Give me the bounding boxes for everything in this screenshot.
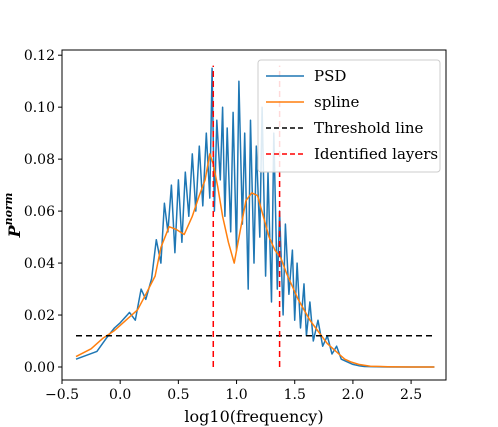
x-tick-label: −0.5: [45, 387, 79, 403]
ticks-layer: −0.5 0.0 0.5 1.0 1.5 2.0 2.5 0.00 0.02 0.04 0.06 0.…: [24, 48, 422, 403]
x-tick-label: 0.5: [167, 387, 189, 403]
legend-box: [257, 59, 441, 173]
legend-label: Threshold line: [314, 119, 424, 137]
x-tick-label: 2.0: [342, 387, 364, 403]
y-axis-label: Pnorm: [2, 193, 24, 239]
y-tick-label: 0.10: [24, 100, 55, 116]
series-layer: [75, 65, 435, 368]
y-tick-label: 0.12: [24, 48, 55, 64]
y-tick-label: 0.04: [24, 256, 55, 272]
y-tick-label: 0.08: [24, 152, 55, 168]
legend-label: PSD: [314, 67, 346, 85]
y-axis-label-sup: norm: [2, 193, 15, 226]
x-tick-label: 2.5: [400, 387, 422, 403]
legend-label: Identified layers: [314, 145, 438, 163]
legend-label: spline: [314, 93, 360, 111]
y-tick-label: 0.02: [24, 308, 55, 324]
spline-series: [75, 153, 435, 368]
y-axis-label-main: P: [5, 224, 24, 238]
x-tick-label: 1.0: [225, 387, 247, 403]
x-tick-label: 0.0: [109, 387, 131, 403]
y-tick-label: 0.00: [24, 360, 55, 376]
legend: PSD spline Threshold line Identified layers: [257, 59, 441, 173]
x-tick-label: 1.5: [284, 387, 306, 403]
x-axis-label: log10(frequency): [184, 407, 323, 426]
y-tick-label: 0.06: [24, 204, 55, 220]
